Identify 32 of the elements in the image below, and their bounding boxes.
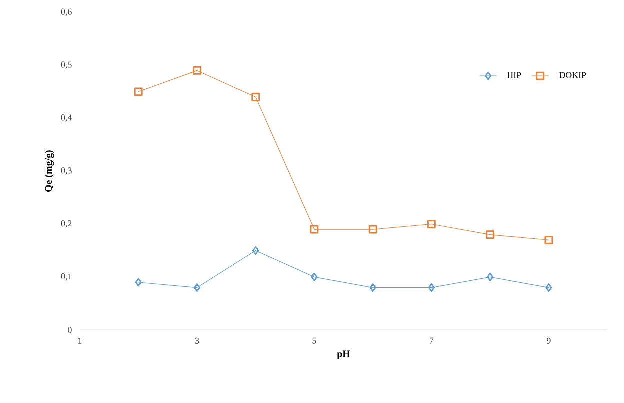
point (546, 284, 552, 292)
legend-label: DOKIP (559, 72, 586, 78)
point (135, 278, 142, 287)
point (252, 92, 260, 102)
legend-label: HIP (507, 72, 522, 78)
point (193, 66, 202, 75)
y-tick-label: 0 (68, 327, 72, 334)
point (486, 230, 494, 240)
x-tick-label: 9 (546, 338, 551, 344)
y-tick-label: 0,2 (61, 220, 72, 228)
point (486, 272, 494, 282)
point (310, 225, 319, 234)
x-tick-label: 1 (78, 338, 82, 344)
y-axis-title: Qe (mg/g) (45, 150, 54, 192)
y-tick-label: 0,4 (61, 114, 72, 122)
point (370, 284, 376, 292)
x-tick-label: 3 (195, 338, 200, 344)
point (252, 246, 260, 255)
x-tick-label: 5 (312, 338, 316, 344)
point (428, 284, 436, 292)
point (194, 284, 201, 292)
point (428, 220, 436, 228)
y-tick-label: 0,6 (61, 8, 72, 16)
point (544, 236, 554, 244)
x-axis-title: pH (337, 350, 350, 360)
point (368, 225, 378, 234)
y-tick-label: 0,3 (61, 168, 72, 175)
y-tick-label: 0,5 (61, 62, 72, 70)
point (311, 272, 318, 282)
point (134, 88, 143, 96)
x-tick-label: 7 (430, 338, 434, 344)
y-tick-label: 0,1 (61, 274, 72, 281)
